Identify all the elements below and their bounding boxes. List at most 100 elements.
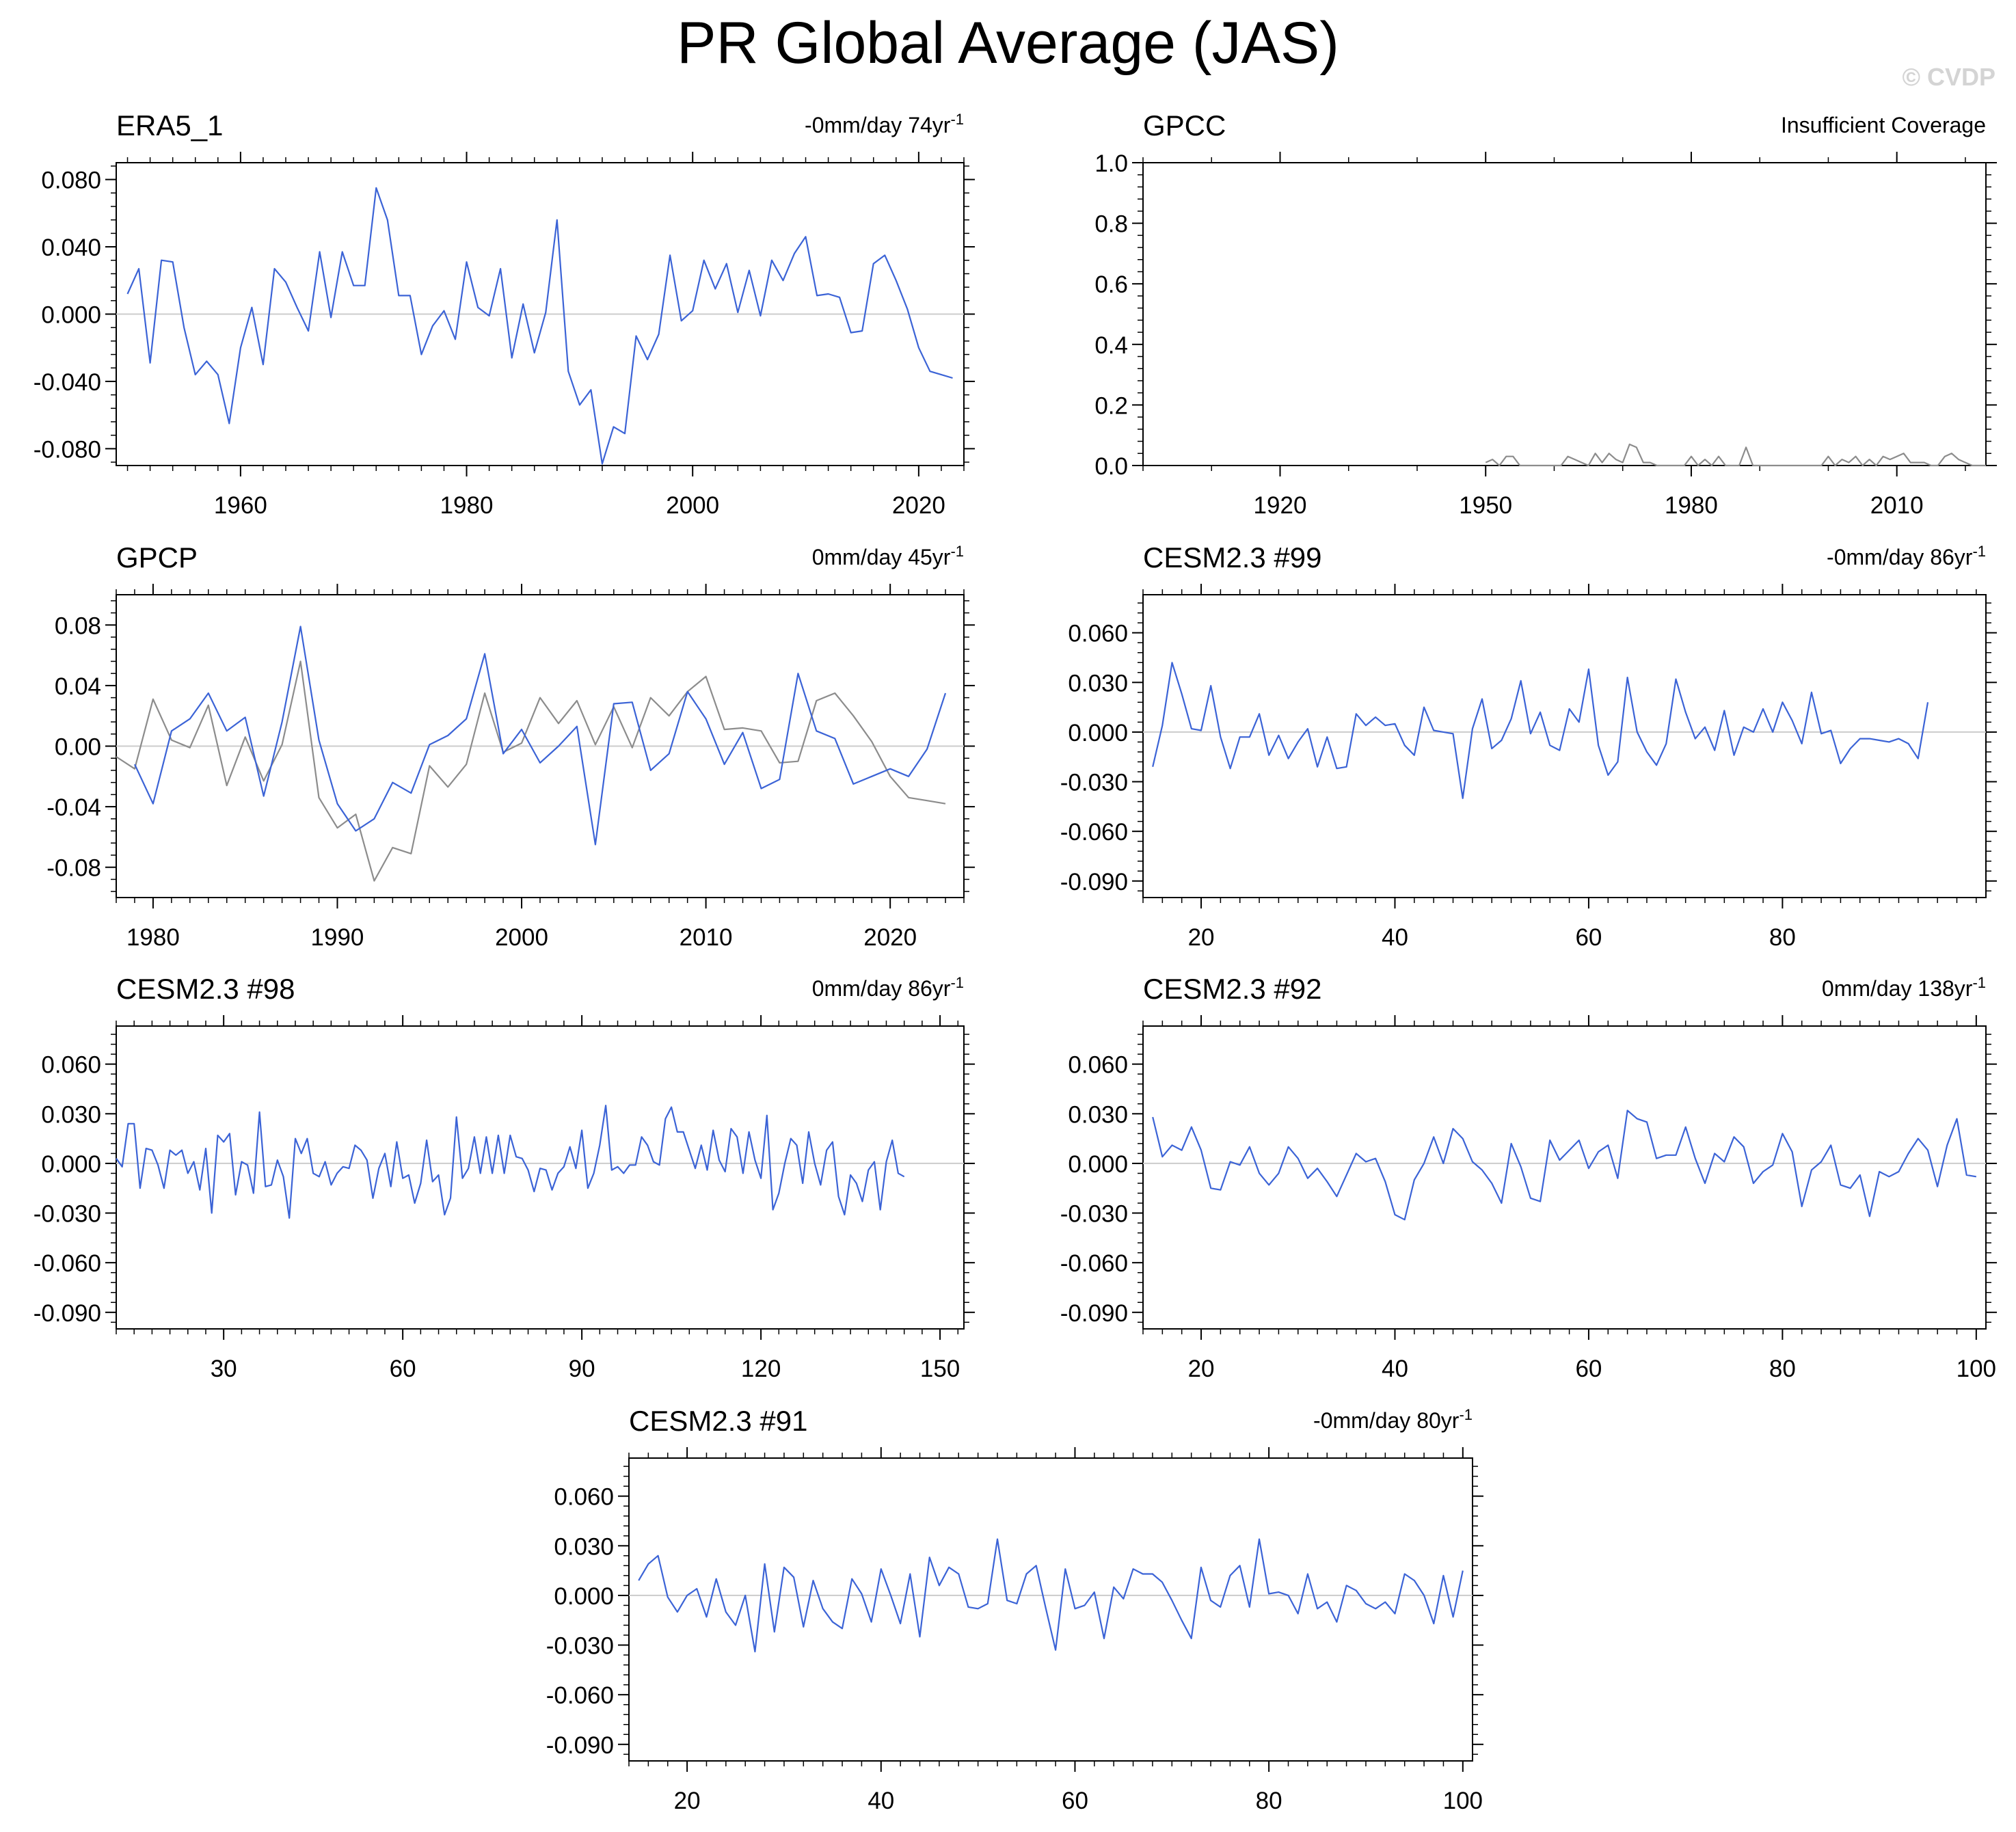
plot-frame [116,1025,965,1330]
x-tick-label: 80 [1769,1356,1796,1382]
panel-cesm2-3-99: -0.090 -0.060 -0.030 0.000 0.030 0.060 20 40 60 8… [1060,541,1997,951]
panel-title: GPCP [116,541,198,574]
series-line-cesm2-3-91 [638,1538,1464,1653]
y-tick-label: 0.000 [1068,1151,1128,1178]
y-tick-label: 0.000 [41,1151,101,1178]
x-tick-label: 90 [569,1356,595,1382]
x-tick-label: 2020 [892,492,945,519]
y-tick-label: 0.08 [55,612,101,639]
panel-stat-exponent: -1 [1459,1406,1473,1423]
y-tick-label: -0.090 [1060,869,1128,895]
panel-stat-exponent: -1 [950,543,964,560]
panel-stat-exponent: -1 [1972,974,1986,991]
y-tick-label: 0.00 [55,734,101,761]
panel-stat: Insufficient Coverage [1781,113,1986,137]
panel-stat-value: 0mm/day 138yr [1822,976,1973,1001]
plot-frame [1142,1025,1987,1330]
figure-title: PR Global Average (JAS) [677,10,1339,76]
panel-stat: -0mm/day 74yr-1 [805,111,964,137]
panel-stat-exponent: -1 [950,111,964,128]
panel-stat: -0mm/day 86yr-1 [1827,543,1986,569]
x-tick-label: 60 [390,1356,416,1382]
y-tick-label: -0.030 [1060,1201,1128,1228]
y-tick-label: -0.090 [1060,1300,1128,1327]
x-tick-label: 120 [741,1356,781,1382]
y-tick-label: 0.060 [1068,1052,1128,1079]
x-tick-label: 2020 [863,924,917,951]
y-tick-label: 0.000 [41,302,101,329]
x-tick-label: 40 [1382,924,1408,951]
panel-title: CESM2.3 #99 [1143,541,1321,574]
panel-title: CESM2.3 #92 [1143,973,1321,1005]
x-tick-label: 60 [1062,1788,1088,1814]
series-line-cesm2-3-98 [116,1105,905,1219]
y-tick-label: 0.4 [1094,332,1128,359]
y-tick-label: 0.6 [1094,271,1128,298]
x-tick-label: 150 [920,1356,960,1382]
plot-frame [1142,162,1987,466]
y-tick-label: 0.030 [1068,1101,1128,1128]
y-tick-label: 1.0 [1094,150,1128,177]
x-tick-label: 2010 [1870,492,1924,519]
panel-cesm2-3-92: -0.090 -0.060 -0.030 0.000 0.030 0.060 20 40 60 8… [1060,973,1997,1382]
x-tick-label: 80 [1769,924,1796,951]
y-tick-label: -0.060 [1060,1250,1128,1277]
plot-frame [628,1457,1473,1762]
y-tick-label: 0.060 [1068,621,1128,647]
y-tick-label: 0.8 [1094,211,1128,238]
y-tick-label: -0.04 [46,794,101,821]
x-tick-label: 1980 [1665,492,1718,519]
x-tick-label: 1990 [311,924,364,951]
y-tick-label: 0.060 [554,1484,614,1511]
x-tick-label: 100 [1443,1788,1483,1814]
panel-stat: 0mm/day 45yr-1 [812,543,964,569]
x-tick-label: 2000 [666,492,719,519]
y-tick-label: 0.040 [41,234,101,261]
y-tick-label: 0.04 [55,673,101,700]
panel-stat-value: 0mm/day 86yr [812,976,951,1001]
y-tick-label: 0.030 [1068,670,1128,697]
plot-frame [1142,594,1987,898]
panel-stat-value: -0mm/day 86yr [1827,545,1973,569]
panel-stat: 0mm/day 138yr-1 [1822,974,1986,1001]
panel-stat-value: Insufficient Coverage [1781,113,1986,137]
y-tick-label: -0.090 [33,1300,101,1327]
y-tick-label: -0.060 [33,1250,101,1277]
y-tick-label: 0.000 [1068,720,1128,746]
y-tick-label: -0.030 [546,1633,614,1660]
x-tick-label: 80 [1256,1788,1282,1814]
panel-title: CESM2.3 #91 [629,1405,807,1437]
panel-stat: -0mm/day 80yr-1 [1313,1406,1473,1433]
panel-cesm2-3-98: -0.090 -0.060 -0.030 0.000 0.030 0.060 30 60 90 1… [33,973,975,1382]
y-tick-label: 0.2 [1094,392,1128,419]
x-tick-label: 2010 [680,924,733,951]
y-tick-label: -0.080 [33,436,101,463]
series-line-cesm2-3-92 [1152,1109,1976,1221]
y-tick-label: 0.030 [554,1533,614,1560]
panel-stat-exponent: -1 [1972,543,1986,560]
panel-title: ERA5_1 [116,109,223,142]
x-tick-label: 1980 [126,924,180,951]
panel-stat-value: 0mm/day 45yr [812,545,951,569]
series-line-era5-1 [126,187,953,465]
panel-stat-value: -0mm/day 74yr [805,113,951,137]
y-tick-label: 0.030 [41,1101,101,1128]
panel-gpcp: -0.08 -0.04 0.00 0.04 0.08 1980 1990 2000 2010 20… [46,541,975,951]
y-tick-label: -0.030 [1060,770,1128,796]
x-tick-label: 20 [1188,1356,1215,1382]
y-tick-label: 0.000 [554,1583,614,1610]
series-line-cesm2-3-99 [1152,662,1929,799]
panel-gpcc: 0.0 0.2 0.4 0.6 0.8 1.0 1920 1950 1980 2010 GPCC In… [1094,109,1997,519]
panel-title: GPCC [1143,109,1226,142]
x-tick-label: 30 [211,1356,237,1382]
y-tick-label: -0.060 [1060,819,1128,846]
series-line-gpcp [134,625,947,846]
y-tick-label: 0.0 [1094,453,1128,480]
series-line-gpcc [1485,443,1986,467]
panel-era5-1: -0.080 -0.040 0.000 0.040 0.080 1960 1980 2000 2… [33,109,975,519]
watermark: © CVDP [1902,63,1995,91]
y-tick-label: 0.060 [41,1052,101,1079]
panel-title: CESM2.3 #98 [116,973,295,1005]
x-tick-label: 20 [674,1788,701,1814]
